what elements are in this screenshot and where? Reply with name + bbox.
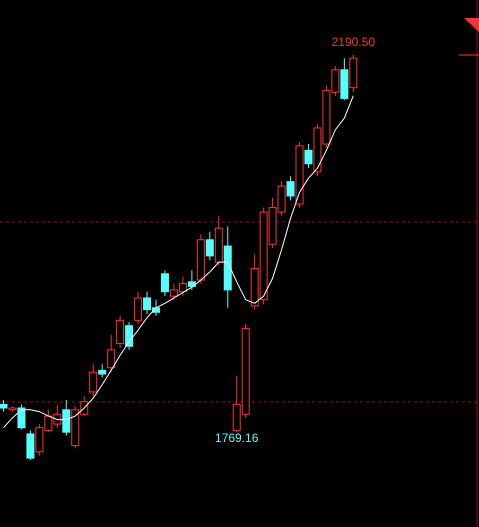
candle-body [223,245,232,291]
candle-body [268,207,277,245]
candle-body [35,427,44,453]
candle-body [26,433,35,459]
candle-body [241,327,250,415]
candle-body [160,273,169,293]
candle-body [250,267,259,307]
candle-body [205,239,214,257]
candle-body [44,415,53,431]
candle-body [286,181,295,197]
corner-marker [464,18,479,32]
candle-body [259,211,268,301]
candle-body [313,127,322,173]
candle-body [295,145,304,205]
candle-body [8,407,17,411]
candle-body [340,69,349,99]
candle-body [196,239,205,281]
price-annotation: 1769.16 [215,431,259,445]
candle-body [232,403,241,431]
candle-body [71,409,80,447]
candle-body [17,407,26,429]
candle-body [125,325,134,347]
candle-body [304,149,313,165]
candle-body [331,69,340,93]
candle-body [169,289,178,297]
candle-body [214,227,223,263]
candle-body [277,185,286,213]
candle-body [0,403,8,409]
candle-body [143,297,152,311]
candle-body [98,369,107,375]
candle-body [322,89,331,145]
candle-body [349,57,358,89]
candle-body [134,297,143,321]
candle-body [178,283,187,293]
price-annotation: 2190.50 [332,35,376,49]
moving-average [3,95,354,429]
candle-body [89,371,98,393]
candle-body [62,409,71,433]
candle-body [107,349,116,369]
candle-body [116,319,125,345]
